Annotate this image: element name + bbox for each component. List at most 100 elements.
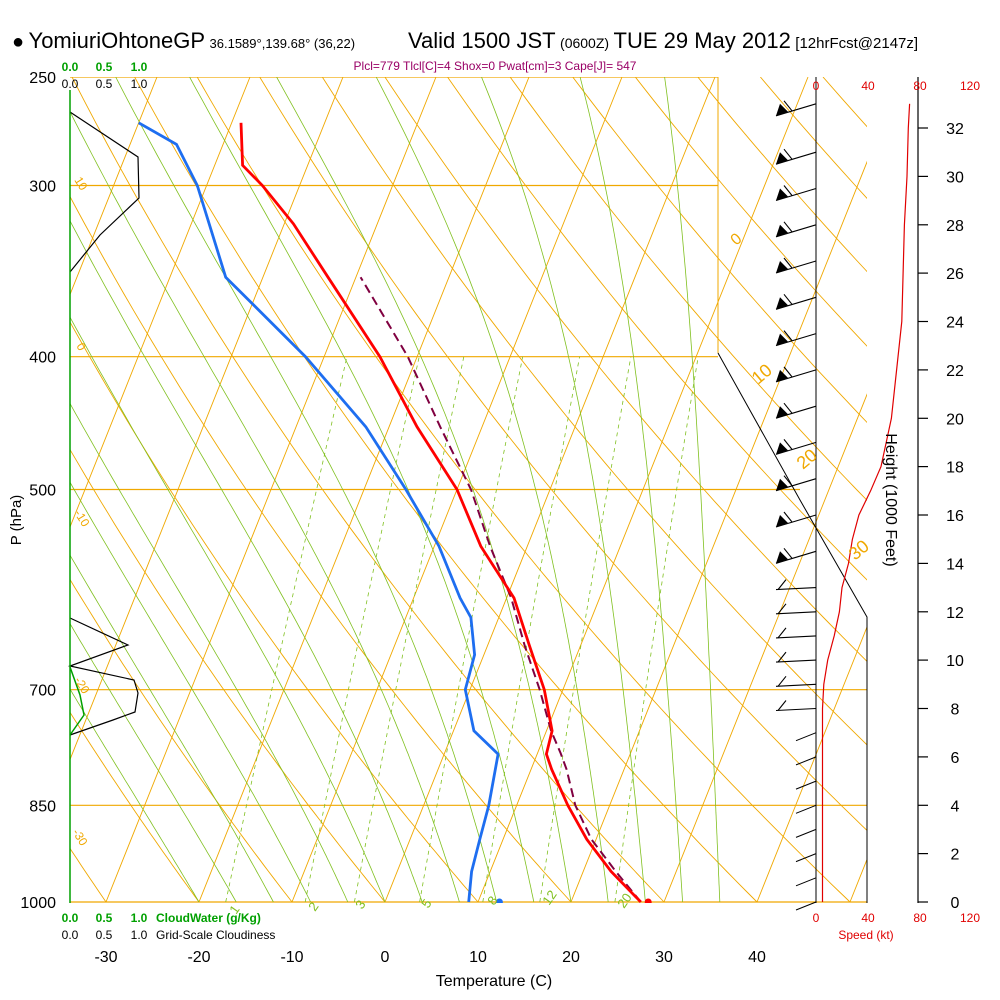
wind-barb	[795, 877, 817, 887]
dry-adiabat-line	[572, 77, 867, 424]
moist-adiabat-line	[70, 622, 237, 903]
isotherm-line	[849, 858, 867, 903]
mixing-ratio-line	[419, 356, 524, 903]
temperature-tick-label: -10	[280, 949, 303, 966]
moist-adiabat-line	[115, 77, 497, 903]
height-tick-label: 18	[946, 460, 964, 477]
temperature-tick-label: 40	[748, 949, 766, 966]
cloudwater-legend: CloudWater (g/Kg)	[156, 911, 261, 925]
dry-adiabat-line	[70, 448, 386, 903]
dry-adiabat-line	[509, 77, 867, 501]
wind-barb-feather	[777, 627, 787, 639]
wind-barb-staff	[775, 103, 817, 117]
wind-barb	[775, 402, 817, 419]
wind-barb-feather	[777, 651, 787, 663]
wind-barb-flag	[776, 103, 788, 116]
cloudiness-upper-trace	[69, 111, 140, 273]
isotherm-line	[70, 77, 344, 761]
temperature-tick-label: 30	[655, 949, 673, 966]
dry-adiabat-line	[71, 77, 665, 903]
y-axis-label: P (hPa)	[8, 495, 25, 546]
x-axis-label: Temperature (C)	[436, 973, 552, 990]
wind-barb-feather	[783, 185, 793, 196]
forecast-info: [12hrFcst@2147z]	[795, 35, 919, 52]
dry-adiabat-line	[447, 77, 867, 581]
speed-tick-label-bottom: 40	[861, 911, 875, 925]
wind-barb-staff	[795, 853, 817, 863]
dry-adiabat-line	[634, 77, 867, 347]
wind-barb	[795, 756, 817, 766]
valid-utc: (0600Z)	[560, 35, 610, 51]
dry-adiabat-label: -10	[71, 507, 92, 529]
pressure-tick-label: 400	[29, 350, 56, 367]
height-tick-label: 14	[946, 556, 964, 573]
wind-barb-flag	[776, 152, 788, 165]
speed-panel-boundary	[717, 352, 868, 903]
wind-barb	[775, 700, 817, 712]
moist-adiabat-line	[70, 110, 460, 903]
height-tick-label: 26	[946, 266, 964, 283]
moist-adiabat-line	[70, 219, 423, 903]
speed-tick-label-bottom: 0	[813, 911, 820, 925]
wind-barb	[775, 579, 817, 591]
wind-barb-staff	[775, 478, 817, 492]
wind-barb-flag	[776, 297, 788, 310]
temperature-tick-label: -30	[94, 949, 117, 966]
wind-barb-staff	[795, 901, 817, 911]
wind-barb	[795, 828, 817, 838]
wind-barb-staff	[775, 296, 817, 310]
wind-barb	[775, 651, 817, 663]
moist-adiabat-line	[579, 77, 683, 903]
height-tick-label: 16	[946, 508, 964, 525]
wind-barb-feather	[783, 366, 793, 378]
wind-barb	[775, 511, 817, 528]
wind-barb-staff	[775, 707, 817, 712]
wind-barb-feather	[783, 293, 793, 305]
mixing-ratio-label: 5	[418, 896, 434, 911]
wind-barb	[775, 221, 817, 238]
cloudiness-tick-label-bottom: 0.5	[96, 928, 113, 942]
speed-tick-label-bottom: 80	[913, 911, 927, 925]
wind-barb-feather	[783, 148, 793, 160]
speed-tick-label-bottom: 120	[960, 911, 980, 925]
height-tick-label: 8	[951, 702, 960, 719]
height-tick-label: 12	[946, 605, 964, 622]
wind-barb-staff	[795, 756, 817, 766]
temperature-tick-label: 10	[469, 949, 487, 966]
pressure-tick-label: 250	[29, 70, 56, 87]
dry-adiabat-line	[259, 77, 867, 832]
station-name: YomiuriOhtoneGP	[28, 28, 206, 53]
dry-adiabat-line	[948, 77, 1000, 902]
isotherm-line	[70, 77, 251, 529]
wind-barb-staff	[775, 333, 817, 347]
cloudwater-tick-label-bottom: 1.0	[131, 911, 148, 925]
height-tick-label: 6	[951, 750, 960, 767]
wind-barb-staff	[795, 780, 817, 790]
wind-barb-feather	[783, 439, 793, 450]
height-tick-label: 10	[946, 653, 964, 670]
wind-barb	[775, 603, 817, 615]
wind-barb	[775, 257, 817, 274]
wind-barb	[775, 475, 817, 492]
pressure-tick-label: 1000	[20, 895, 56, 912]
isotherm-line	[70, 77, 158, 296]
wind-barb-staff	[795, 877, 817, 887]
temperature-tick-label: -20	[187, 949, 210, 966]
mixing-ratio-label: 20	[614, 890, 635, 910]
moist-adiabat-label: 20	[793, 445, 821, 473]
surface-temperature-dot	[644, 898, 652, 903]
wind-barb-staff	[775, 587, 817, 591]
wind-barb	[775, 366, 817, 383]
moist-adiabat-line	[189, 77, 535, 903]
isotherm-line	[384, 77, 716, 903]
station-dot-icon: ●	[12, 31, 25, 53]
wind-barb-feather	[777, 579, 787, 590]
wind-barb-staff	[775, 441, 817, 455]
cloudwater-tick-label-bottom: 0.0	[62, 911, 79, 925]
dry-adiabat-line	[70, 195, 572, 903]
pressure-tick-label: 500	[29, 483, 56, 500]
wind-barb	[795, 853, 817, 863]
isotherm-line	[477, 77, 809, 903]
wind-barb	[775, 439, 817, 455]
